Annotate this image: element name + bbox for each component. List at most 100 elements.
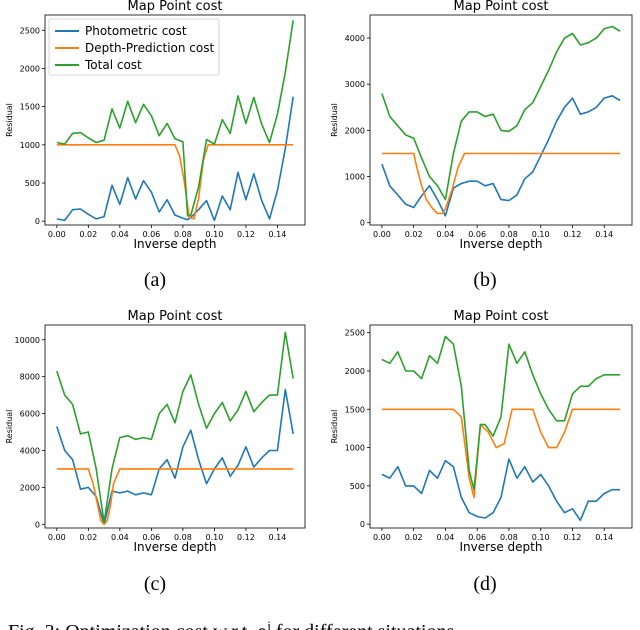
panel-d-axes-frame [369, 324, 633, 529]
panel-b-series-photometric-cost [381, 95, 621, 217]
panel-a-ylabel: Residual [5, 103, 14, 137]
panel-c-xtick-label-2: 0.04 [111, 533, 129, 542]
panel-b-ytick-label-0: 0 [360, 219, 365, 228]
panel-a-ytick-label-4: 2000 [20, 64, 40, 73]
panel-d-ytick-label-0: 0 [360, 520, 365, 529]
panel-a-axes-frame [44, 14, 306, 226]
panel-a-ytick-label-2: 1000 [20, 141, 40, 150]
panel-b-ylabel: Residual [330, 103, 339, 137]
panel-b-series-depth-prediction-cost [381, 152, 621, 215]
panel-b-xtick-label-0: 0.00 [373, 230, 391, 239]
panel-d-xtick-label-5: 0.10 [532, 533, 550, 542]
panel-d-xlabel: Inverse depth [460, 540, 543, 554]
panel-label-b: (b) [473, 269, 496, 291]
panel-d-ytick-label-4: 2000 [345, 367, 365, 376]
panel-c-xtick-label-7: 0.14 [269, 533, 287, 542]
panel-b-title: Map Point cost [454, 0, 549, 14]
panel-a-title: Map Point cost [128, 0, 223, 14]
panel-d: Map Point cost 0.00 0.02 0.04 0.06 0.08 0.10 0.… [330, 309, 633, 554]
panel-a-ytick-label-3: 1500 [20, 103, 40, 112]
panel-c-xtick-label-4: 0.08 [174, 533, 192, 542]
panel-d-xtick-label-0: 0.00 [373, 533, 391, 542]
panel-c-xtick-label-5: 0.10 [205, 533, 223, 542]
panel-b-ytick-label-1: 1000 [345, 173, 365, 182]
panel-b-xtick-label-6: 0.12 [564, 230, 582, 239]
caption-tail: for different situations. [271, 621, 459, 630]
panel-a-xlabel: Inverse depth [134, 237, 217, 251]
panel-d-xtick-label-2: 0.04 [437, 533, 455, 542]
panel-b: Map Point cost 0.00 0.02 0.04 0.06 0.08 0.10 0.… [330, 0, 633, 251]
panel-d-ytick-label-5: 2500 [345, 329, 365, 338]
panel-c-ytick-label-5: 10000 [15, 336, 40, 345]
panel-d-xtick-label-6: 0.12 [564, 533, 582, 542]
panel-a-series-photometric-cost [56, 96, 294, 222]
panel-a-legend-label-0: Photometric cost [85, 24, 187, 38]
caption-superscript: j [266, 618, 271, 630]
panel-d-xtick-label-3: 0.06 [468, 533, 486, 542]
panel-d-ytick-label-3: 1500 [345, 405, 365, 414]
panel-d-xtick-label-1: 0.02 [405, 533, 423, 542]
panel-c-ytick-label-2: 4000 [20, 446, 40, 455]
figure-caption: Fig. 3: Optimization cost w.r.t. ρj for … [8, 618, 459, 630]
panel-c-xtick-label-3: 0.06 [142, 533, 160, 542]
panel-c-title: Map Point cost [128, 309, 223, 324]
panel-c-xtick-label-6: 0.12 [237, 533, 255, 542]
panel-b-xtick-label-3: 0.06 [468, 230, 486, 239]
panel-a-series-depth-prediction-cost [56, 144, 294, 220]
panel-d-ylabel: Residual [330, 410, 339, 444]
panel-a-series-total-cost [56, 20, 294, 217]
panel-c-xtick-label-0: 0.00 [48, 533, 66, 542]
panel-c-ytick-label-0: 0 [35, 520, 40, 529]
panel-d-xtick-label-7: 0.14 [595, 533, 613, 542]
panel-d-series-photometric-cost [381, 458, 621, 522]
panel-b-xtick-label-7: 0.14 [595, 230, 613, 239]
panel-b-axes-frame [369, 14, 633, 226]
panel-c-series-depth-prediction-cost [56, 468, 294, 526]
panel-c: Map Point cost 0.00 0.02 0.04 0.06 0.08 0.10 0.… [5, 309, 306, 554]
panel-a-ytick-label-5: 2500 [20, 26, 40, 35]
panel-label-a: (a) [144, 269, 166, 291]
panel-a-xtick-label-4: 0.08 [174, 230, 192, 239]
panel-c-ytick-label-3: 6000 [20, 410, 40, 419]
panel-c-xlabel: Inverse depth [134, 540, 217, 554]
panel-a-xtick-label-2: 0.04 [111, 230, 129, 239]
panel-b-xtick-label-4: 0.08 [500, 230, 518, 239]
panel-a-ytick-label-1: 500 [25, 179, 40, 188]
panel-b-xtick-label-5: 0.10 [532, 230, 550, 239]
panel-d-title: Map Point cost [454, 309, 549, 324]
panel-a-xtick-label-0: 0.00 [48, 230, 66, 239]
panel-a-xtick-label-3: 0.06 [142, 230, 160, 239]
panel-a-xtick-label-1: 0.02 [79, 230, 97, 239]
panel-c-ytick-label-4: 8000 [20, 373, 40, 382]
panel-c-xtick-label-1: 0.02 [79, 533, 97, 542]
panel-c-series-total-cost [56, 331, 294, 524]
panel-a-legend-label-1: Depth-Prediction cost [85, 41, 215, 55]
panel-d-ytick-label-1: 500 [350, 482, 365, 491]
panel-a-xtick-label-7: 0.14 [269, 230, 287, 239]
panel-b-ytick-label-2: 2000 [345, 126, 365, 135]
panel-a-legend-label-2: Total cost [84, 58, 142, 72]
panel-d-xtick-label-4: 0.08 [500, 533, 518, 542]
panel-d-ytick-label-2: 1000 [345, 444, 365, 453]
caption-main: Fig. 3: Optimization cost w.r.t. ρ [8, 621, 267, 630]
panel-a: Map Point cost 0.00 0.02 0.04 0.06 0.08 0.10 0.… [5, 0, 306, 251]
panel-b-series-total-cost [381, 25, 621, 201]
panel-c-series-photometric-cost [56, 388, 294, 526]
panel-b-xtick-label-1: 0.02 [405, 230, 423, 239]
panel-b-ytick-label-3: 3000 [345, 80, 365, 89]
panel-a-xtick-label-5: 0.10 [205, 230, 223, 239]
panel-c-axes-frame [44, 324, 306, 529]
panel-b-ytick-label-4: 4000 [345, 34, 365, 43]
panel-b-xtick-label-2: 0.04 [437, 230, 455, 239]
panel-a-legend-box [48, 18, 220, 76]
panel-c-ytick-label-1: 2000 [20, 483, 40, 492]
panel-b-xlabel: Inverse depth [460, 237, 543, 251]
panel-label-d: (d) [473, 573, 496, 595]
panel-label-c: (c) [144, 573, 166, 595]
panel-c-ylabel: Residual [5, 410, 14, 444]
panel-d-series-total-cost [381, 335, 621, 491]
panel-d-series-depth-prediction-cost [381, 408, 621, 499]
panel-a-xtick-label-6: 0.12 [237, 230, 255, 239]
panel-a-ytick-label-0: 0 [35, 217, 40, 226]
